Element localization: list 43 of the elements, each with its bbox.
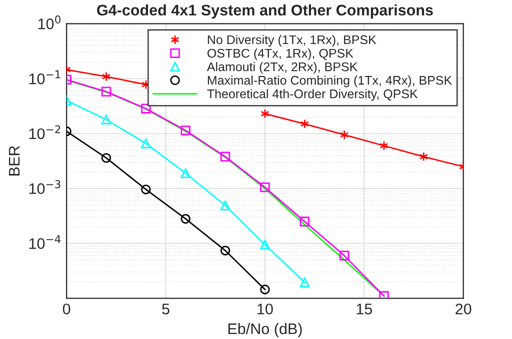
x-tick-label: 15 (356, 304, 372, 314)
y-axis-title: BER (9, 146, 20, 176)
y-tick-label: 10$^{−4}$ (29, 235, 61, 249)
legend-label: Theoretical 4th-Order Diversity, QPSK (207, 89, 418, 101)
point (101, 153, 112, 163)
legend-label: Maximal-Ratio Combining (1Tx, 4Rx), BPSK (208, 76, 452, 88)
point (220, 246, 230, 256)
point (339, 250, 350, 260)
point (220, 152, 230, 162)
point (300, 119, 309, 129)
point (260, 240, 270, 250)
x-tick-label: 0 (62, 304, 70, 314)
y-tick-label: 10$^{0}$ (38, 15, 60, 30)
y-tick-label: 10$^{−1}$ (29, 70, 60, 84)
point (101, 86, 112, 96)
point (300, 216, 310, 226)
legend-label: Alamouti (2Tx, 2Rx), BPSK (206, 62, 358, 74)
point (379, 291, 389, 298)
point (141, 184, 151, 194)
point (180, 126, 190, 136)
legend-label: OSTBC (4Tx, 1Rx), QPSK (208, 48, 354, 60)
chart-title: G4-coded 4x1 System and Other Comparisons (97, 4, 433, 19)
point (180, 168, 190, 178)
point (101, 114, 112, 124)
x-tick-label: 10 (258, 304, 273, 314)
point (180, 214, 190, 224)
x-axis-title: Eb/No (dB) (228, 322, 302, 338)
y-tick-label: 10$^{−2}$ (29, 125, 60, 140)
point (141, 138, 151, 148)
point (260, 284, 270, 294)
point (220, 200, 230, 210)
x-tick-label: 5 (162, 304, 170, 314)
x-tick-label: 20 (456, 304, 472, 314)
point (340, 130, 349, 140)
point (260, 108, 270, 119)
legend-label: No Diversity (1Tx, 1Rx), BPSK (208, 34, 376, 47)
point (260, 182, 270, 192)
y-tick-label: 10$^{−3}$ (29, 180, 60, 194)
point (419, 152, 428, 162)
point (141, 104, 151, 114)
point (300, 278, 310, 288)
point (380, 140, 388, 151)
point (102, 72, 111, 82)
